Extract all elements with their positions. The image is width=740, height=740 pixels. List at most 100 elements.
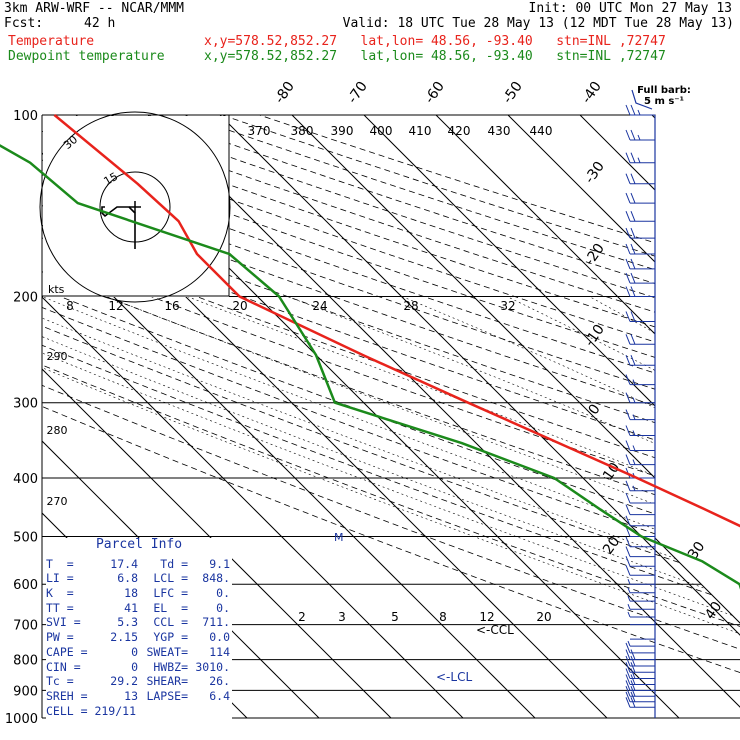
parcel-label: TT = [46,600,74,615]
wind-barb [625,662,655,673]
mixing-ratio-label: 2 [298,610,306,624]
parcel-row: LI = 6.8 LCL = 848. [46,571,232,586]
theta-label: 370 [248,124,271,138]
forecast-label: Fcst: [4,16,44,31]
parcel-label: Tc = [46,674,74,689]
wind-barb [625,227,655,239]
parcel-value: 711. [202,615,230,630]
theta-side-label: 280 [47,424,68,437]
wind-barb [625,454,655,466]
isotherm-label: -70 [345,79,371,107]
parcel-value: 6.4 [209,688,230,703]
parcel-value: 29.2 [110,674,138,689]
parcel-label: SVI = [46,615,81,630]
dry-adiabat-line [42,115,740,718]
wind-barb [625,674,655,685]
wind-barb [625,311,655,322]
dry-adiabat-line [42,115,740,718]
wind-barb [625,334,655,345]
pressure-tick-label: 700 [13,619,38,634]
pressure-tick-label: 100 [13,109,38,124]
wind-barb [625,409,655,421]
parcel-value: 0 [131,644,138,659]
parcel-label: LI = [46,571,74,586]
hodograph-ring-label: 15 [102,170,121,188]
parcel-value: 41 [124,600,138,615]
wind-barb [625,480,655,492]
hodograph-units-label: kts [48,283,65,296]
parcel-cell: CELL = 219/11 [46,703,137,718]
parcel-label: LCL = [153,571,188,586]
wind-barb [625,392,655,404]
isotherm-label: -50 [500,79,526,107]
theta-side-label: 290 [47,350,68,363]
mixing-ratio-label: 8 [439,610,447,624]
wind-barb [625,173,655,185]
mixing-ratio-label: 5 [391,610,399,624]
wind-barb [625,152,655,164]
parcel-label: HWBZ= [153,659,188,674]
wind-barb [627,579,655,585]
wind-barb [627,595,655,602]
dry-adiabat-line [42,115,740,718]
parcel-value: 18 [124,586,138,601]
isotherm-line [291,115,740,718]
dry-adiabat-line [42,115,740,718]
isotherm-line [42,115,477,718]
wind-barb [625,492,655,504]
wind-barb [627,587,655,594]
dry-adiabat-line [42,115,740,718]
isotherm-line [219,115,740,718]
moist-adiabat-line [506,296,740,718]
parcel-value: 0 [131,659,138,674]
temperature-line [53,114,740,528]
mixing-ratio-label: 12 [479,610,494,624]
dry-adiabat-line [42,115,740,718]
wind-barb [627,640,655,647]
isotherm-label: 40 [702,599,725,623]
hodograph-ring [39,111,231,303]
theta-side-label: 270 [47,495,68,508]
pressure-tick-label: 500 [13,530,38,545]
parcel-label: PW = [46,630,74,645]
theta-label: 430 [488,124,511,138]
parcel-value: 17.4 [110,556,138,571]
parcel-label: SWEAT= [146,644,188,659]
mixing-ratio-label: 12 [108,299,123,313]
model-title: 3km ARW-WRF -- NCAR/MMM [4,1,185,16]
isotherm-label: 20 [600,534,623,558]
wind-barb [625,258,655,270]
pressure-tick-label: 800 [13,654,38,669]
temperature-legend: Temperature [8,34,95,49]
wind-barb [625,286,655,297]
parcel-value: 9.1 [209,556,230,571]
parcel-value: 13 [124,688,138,703]
parcel-label: EL = [153,600,188,615]
pressure-tick-label: 900 [13,684,38,699]
wind-barb [625,129,655,141]
dry-adiabat-line [184,115,740,718]
isotherm-line [435,115,740,718]
wind-barb [625,243,655,255]
parcel-info-panel: Parcel Info T = 17.4 Td = 9.1 LI = 6.8 LCL = 84… [46,537,232,724]
isotherm-line [651,115,740,718]
pressure-tick-label: 1000 [5,712,38,727]
isotherm-line [42,115,549,718]
wind-barb [625,556,655,567]
parcel-value: 6.8 [117,571,138,586]
parcel-label: SREH = [46,688,88,703]
parcel-value: 2.15 [110,630,138,645]
ccl-marker: <-CCL [476,623,514,637]
dry-adiabat-line [42,115,740,718]
parcel-row: TT = 41 EL = 0. [46,601,232,616]
wind-barb [625,504,655,516]
isotherm-label: -30 [582,159,608,187]
wind-barb [625,680,655,691]
wind-barb [625,546,655,558]
dewpoint-line [0,144,740,590]
parcel-value: 5.3 [117,615,138,630]
el-marker: M [334,531,344,544]
parcel-row: K = 18 LFC = 0. [46,586,232,601]
isotherm-label: -60 [422,79,448,107]
parcel-value: 3010. [195,659,230,674]
